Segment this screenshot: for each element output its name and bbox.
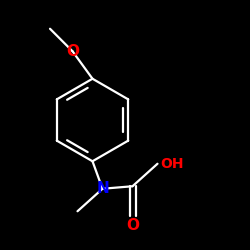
Text: O: O <box>66 44 79 59</box>
Text: N: N <box>96 181 109 196</box>
Text: OH: OH <box>160 157 184 171</box>
Text: O: O <box>126 218 139 232</box>
